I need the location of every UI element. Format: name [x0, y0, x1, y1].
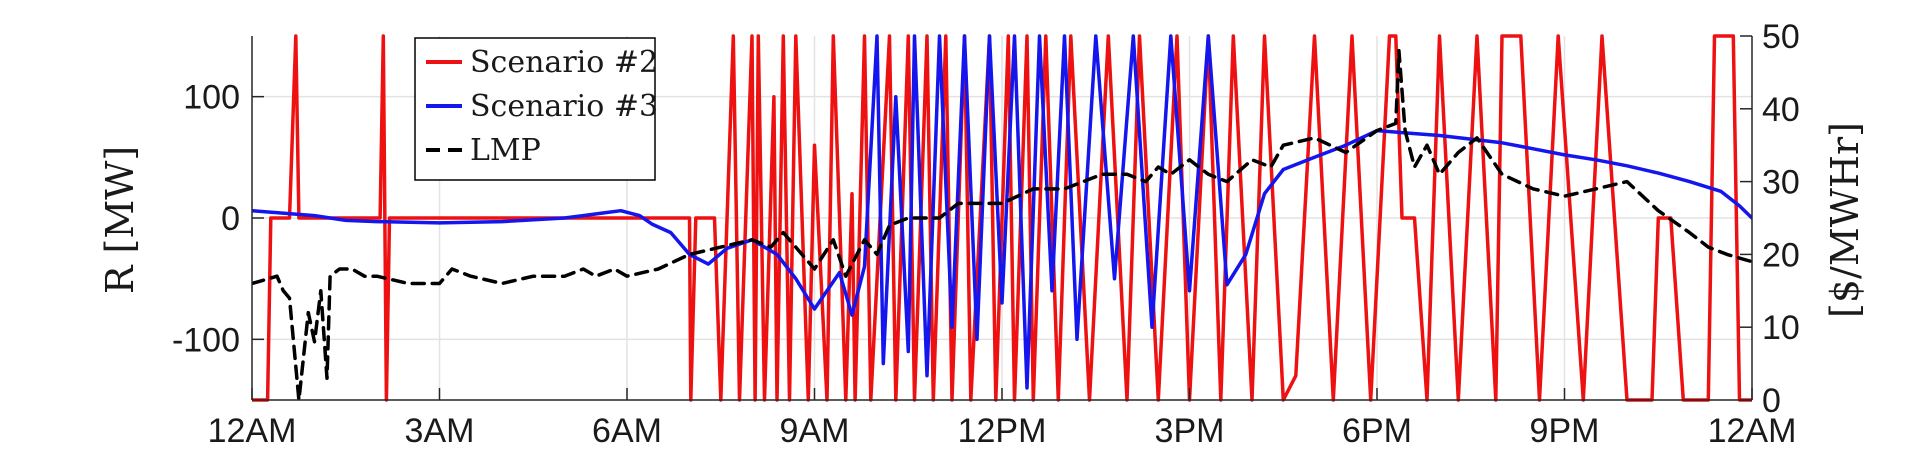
y-axis-left-label: R [MW] [98, 146, 142, 294]
x-tick-label: 9PM [1530, 412, 1600, 450]
series-lmp-line [252, 48, 1752, 402]
legend-label-scenario-3: Scenario #3 [470, 89, 658, 124]
x-tick-label: 6PM [1342, 412, 1412, 450]
legend: Scenario #2 Scenario #3 LMP [414, 37, 658, 181]
x-tick-label: 12AM [1708, 412, 1797, 450]
y-left-tick-label: 100 [183, 79, 240, 117]
y-right-tick-label: 20 [1762, 236, 1800, 274]
y-left-tick-label: 0 [221, 200, 240, 238]
y-axis-right-label: [$/MWHr] [1823, 122, 1867, 318]
y-right-tick-label: 30 [1762, 164, 1800, 202]
y-right-tick-label: 40 [1762, 91, 1800, 129]
y-left-tick-label: -100 [172, 321, 240, 359]
legend-label-scenario-2: Scenario #2 [470, 45, 658, 80]
x-tick-label: 3PM [1155, 412, 1225, 450]
series-layer [252, 34, 1752, 402]
series-scenario-3-line [252, 34, 1752, 390]
y-right-tick-label: 10 [1762, 309, 1800, 347]
x-tick-label: 12PM [958, 412, 1047, 450]
x-tick-label: 9AM [780, 412, 850, 450]
x-tick-label: 6AM [592, 412, 662, 450]
ticks-layer: 12AM 3AM 6AM 9AM 12PM 3PM 6PM 9PM 12AM1000-10050… [172, 18, 1800, 450]
axes-layer [251, 35, 1753, 401]
x-tick-label: 3AM [405, 412, 475, 450]
y-right-tick-label: 0 [1762, 382, 1781, 420]
legend-label-lmp: LMP [470, 133, 541, 168]
x-tick-label: 12AM [208, 412, 297, 450]
series-scenario-2-line [252, 34, 1752, 402]
y-right-tick-label: 50 [1762, 18, 1800, 56]
